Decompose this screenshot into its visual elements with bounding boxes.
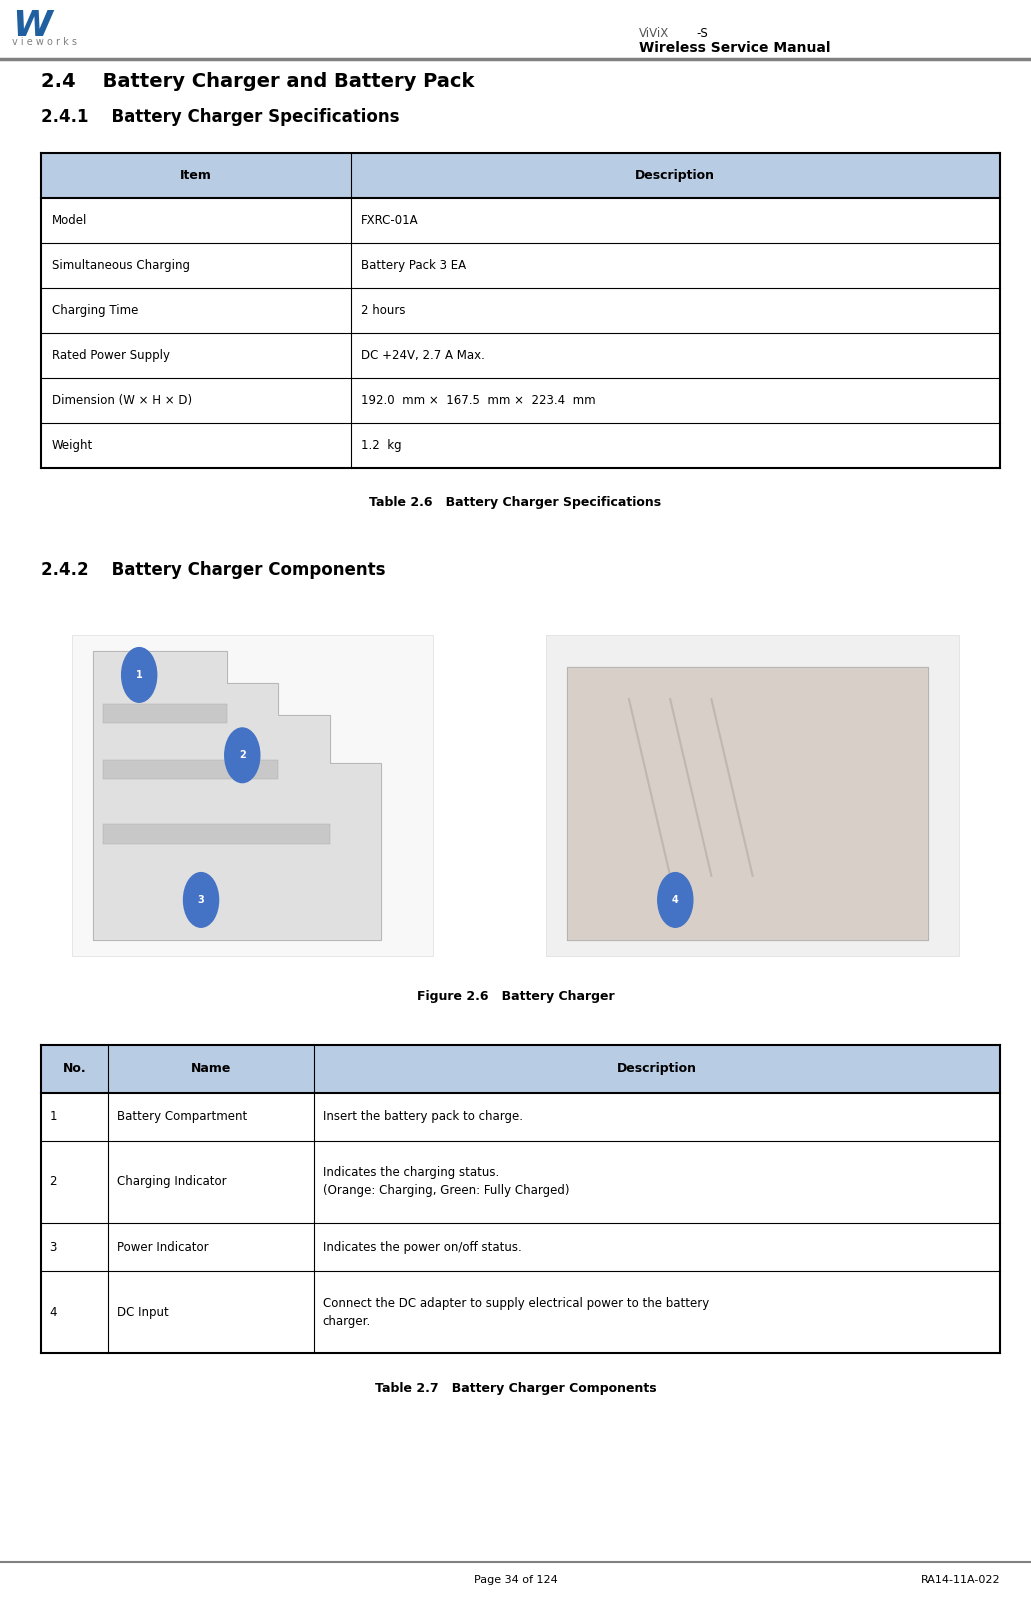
- FancyBboxPatch shape: [72, 635, 433, 956]
- Circle shape: [184, 873, 219, 927]
- Text: 4: 4: [49, 1305, 57, 1319]
- Text: Description: Description: [635, 169, 716, 182]
- Text: -S: -S: [696, 27, 707, 40]
- FancyBboxPatch shape: [41, 153, 1000, 198]
- Circle shape: [225, 728, 260, 783]
- Text: Insert the battery pack to charge.: Insert the battery pack to charge.: [323, 1110, 523, 1123]
- Text: ViViX: ViViX: [639, 27, 669, 40]
- Text: Description: Description: [618, 1062, 697, 1075]
- Text: DC +24V, 2.7 A Max.: DC +24V, 2.7 A Max.: [361, 349, 485, 362]
- Text: 2.4    Battery Charger and Battery Pack: 2.4 Battery Charger and Battery Pack: [41, 72, 474, 92]
- Text: Indicates the charging status.
(Orange: Charging, Green: Fully Charged): Indicates the charging status. (Orange: …: [323, 1167, 569, 1197]
- Text: Model: Model: [52, 214, 87, 227]
- FancyBboxPatch shape: [546, 635, 959, 956]
- Text: 2: 2: [239, 750, 245, 760]
- Text: 2: 2: [49, 1175, 57, 1189]
- Text: No.: No.: [63, 1062, 87, 1075]
- Text: Battery Compartment: Battery Compartment: [117, 1110, 246, 1123]
- Text: Charging Time: Charging Time: [52, 304, 138, 317]
- Text: 2 hours: 2 hours: [361, 304, 405, 317]
- Text: Simultaneous Charging: Simultaneous Charging: [52, 259, 190, 272]
- Text: Page 34 of 124: Page 34 of 124: [473, 1575, 558, 1585]
- FancyBboxPatch shape: [41, 1045, 1000, 1093]
- Text: Name: Name: [191, 1062, 232, 1075]
- Text: FXRC-01A: FXRC-01A: [361, 214, 419, 227]
- Text: Item: Item: [180, 169, 211, 182]
- Text: Power Indicator: Power Indicator: [117, 1241, 208, 1253]
- Text: 192.0  mm ×  167.5  mm ×  223.4  mm: 192.0 mm × 167.5 mm × 223.4 mm: [361, 394, 596, 407]
- Circle shape: [122, 648, 157, 702]
- Text: 1.2  kg: 1.2 kg: [361, 439, 401, 452]
- Text: 4: 4: [672, 895, 678, 905]
- FancyBboxPatch shape: [103, 704, 227, 723]
- Text: Dimension (W × H × D): Dimension (W × H × D): [52, 394, 192, 407]
- FancyBboxPatch shape: [103, 824, 330, 844]
- Text: 3: 3: [49, 1241, 57, 1253]
- Text: Charging Indicator: Charging Indicator: [117, 1175, 226, 1189]
- Text: Battery Pack 3 EA: Battery Pack 3 EA: [361, 259, 466, 272]
- Text: 3: 3: [198, 895, 204, 905]
- Circle shape: [658, 873, 693, 927]
- Text: Rated Power Supply: Rated Power Supply: [52, 349, 169, 362]
- Polygon shape: [93, 651, 381, 940]
- Text: Table 2.6   Battery Charger Specifications: Table 2.6 Battery Charger Specifications: [369, 497, 662, 509]
- Text: Table 2.7   Battery Charger Components: Table 2.7 Battery Charger Components: [374, 1382, 657, 1395]
- Text: 2.4.2    Battery Charger Components: 2.4.2 Battery Charger Components: [41, 561, 386, 580]
- Text: Connect the DC adapter to supply electrical power to the battery
charger.: Connect the DC adapter to supply electri…: [323, 1297, 709, 1327]
- Text: 2.4.1    Battery Charger Specifications: 2.4.1 Battery Charger Specifications: [41, 108, 400, 127]
- Text: 1: 1: [136, 670, 142, 680]
- Polygon shape: [567, 667, 928, 940]
- Text: W: W: [12, 8, 53, 43]
- Text: Indicates the power on/off status.: Indicates the power on/off status.: [323, 1241, 522, 1253]
- Text: RA14-11A-022: RA14-11A-022: [921, 1575, 1000, 1585]
- Text: v i e w o r k s: v i e w o r k s: [12, 37, 77, 47]
- Text: Figure 2.6   Battery Charger: Figure 2.6 Battery Charger: [417, 990, 614, 1003]
- FancyBboxPatch shape: [103, 760, 278, 779]
- Text: DC Input: DC Input: [117, 1305, 168, 1319]
- Text: Wireless Service Manual: Wireless Service Manual: [639, 42, 831, 55]
- Text: Weight: Weight: [52, 439, 93, 452]
- Text: 1: 1: [49, 1110, 57, 1123]
